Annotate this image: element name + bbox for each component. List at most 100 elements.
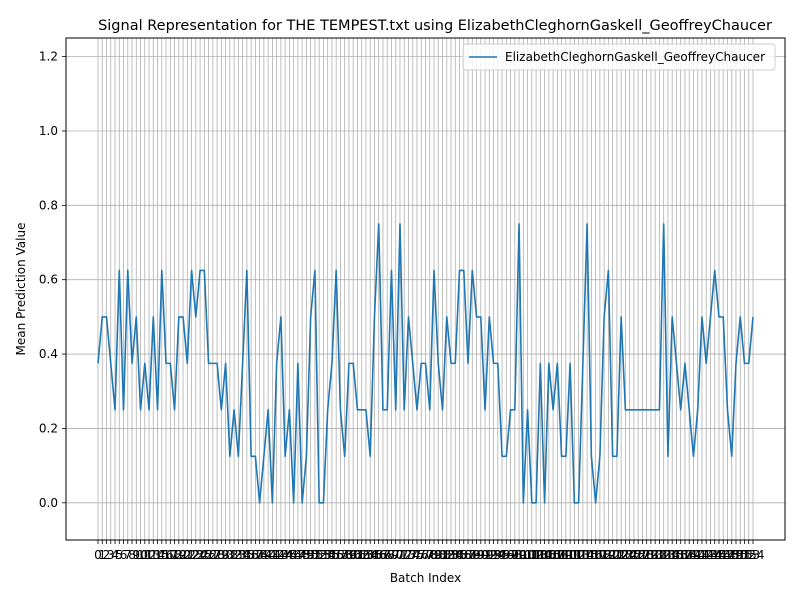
x-tick-label: 130	[639, 548, 662, 562]
x-tick-label: 96	[499, 548, 514, 562]
x-tick-label: 113	[567, 548, 590, 562]
x-tick-label: 114	[571, 548, 594, 562]
x-tick-label: 34	[235, 548, 250, 562]
x-tick-label: 28	[209, 548, 224, 562]
x-tick-label: 65	[367, 548, 382, 562]
x-tick-label: 41	[265, 548, 280, 562]
x-tick-label: 43	[273, 548, 288, 562]
x-tick-label: 134	[656, 548, 679, 562]
x-tick-label: 153	[737, 548, 760, 562]
x-tick-label: 53	[316, 548, 331, 562]
x-tick-label: 125	[618, 548, 641, 562]
legend: ElizabethCleghornGaskell_GeoffreyChaucer	[462, 43, 776, 71]
x-tick-label: 52	[312, 548, 327, 562]
x-tick-label: 147	[712, 548, 735, 562]
x-tick-label: 110	[554, 548, 577, 562]
x-tick-label: 17	[163, 548, 178, 562]
x-tick-label: 131	[644, 548, 667, 562]
x-tick-label: 35	[239, 548, 254, 562]
x-tick-label: 86	[456, 548, 471, 562]
series-layer	[97, 223, 754, 504]
x-tick-label: 92	[482, 548, 497, 562]
x-tick-label: 8	[128, 548, 136, 562]
x-tick-label: 54	[320, 548, 335, 562]
x-tick-label: 106	[537, 548, 560, 562]
x-tick-label: 22	[184, 548, 199, 562]
x-tick-label: 71	[392, 548, 407, 562]
x-tick-label: 100	[512, 548, 535, 562]
y-tick-label: 0.0	[39, 496, 58, 510]
x-tick-label: 144	[699, 548, 722, 562]
x-tick-label: 30	[218, 548, 233, 562]
x-tick-label: 67	[375, 548, 390, 562]
x-tick-label: 118	[588, 548, 611, 562]
x-tick-label: 101	[516, 548, 539, 562]
x-tick-label: 15	[154, 548, 169, 562]
chart-title: Signal Representation for THE TEMPEST.tx…	[98, 18, 772, 34]
x-tick-label: 93	[486, 548, 501, 562]
x-tick-label: 112	[563, 548, 586, 562]
x-tick-label: 81	[435, 548, 450, 562]
x-tick-label: 121	[601, 548, 624, 562]
x-tick-label: 7	[124, 548, 132, 562]
x-tick-label: 85	[452, 548, 467, 562]
x-tick-label: 150	[725, 548, 748, 562]
x-tick-label: 140	[682, 548, 705, 562]
x-tick-label: 48	[295, 548, 310, 562]
x-tick-label: 31	[222, 548, 237, 562]
x-tick-label: 23	[188, 548, 203, 562]
x-tick-label: 2	[103, 548, 111, 562]
x-tick-label: 47	[290, 548, 305, 562]
x-tick-label: 132	[648, 548, 671, 562]
x-tick-label: 45	[282, 548, 297, 562]
x-tick-label: 79	[426, 548, 441, 562]
x-tick-label: 56	[329, 548, 344, 562]
x-tick-label: 116	[580, 548, 603, 562]
x-tick-label: 27	[205, 548, 220, 562]
x-tick-label: 151	[729, 548, 752, 562]
x-tick-label: 95	[494, 548, 509, 562]
x-tick-label: 143	[695, 548, 718, 562]
x-tick-label: 149	[720, 548, 743, 562]
x-tick-label: 137	[669, 548, 692, 562]
x-tick-label: 19	[171, 548, 186, 562]
x-tick-label: 146	[708, 548, 731, 562]
x-tick-label: 59	[341, 548, 356, 562]
x-tick-label: 127	[627, 548, 650, 562]
x-tick-label: 39	[256, 548, 271, 562]
x-tick-label: 145	[703, 548, 726, 562]
legend-box	[462, 43, 776, 71]
x-tick-label: 138	[673, 548, 696, 562]
y-axis-label: Mean Prediction Value	[14, 223, 28, 356]
x-tick-label: 24	[192, 548, 207, 562]
y-tick-label: 0.4	[39, 347, 58, 361]
x-tick-label: 38	[252, 548, 267, 562]
x-tick-label: 21	[180, 548, 195, 562]
x-tick-label: 80	[431, 548, 446, 562]
x-tick-label: 108	[546, 548, 569, 562]
x-tick-label: 32	[226, 548, 241, 562]
x-tick-label: 37	[248, 548, 263, 562]
x-tick-label: 104	[529, 548, 552, 562]
x-tick-label: 58	[337, 548, 352, 562]
y-tick-label: 0.8	[39, 198, 58, 212]
x-tick-label: 33	[231, 548, 246, 562]
x-tick-label: 75	[409, 548, 424, 562]
x-axis: 0123456789101112131415161718192021222324…	[94, 540, 764, 562]
x-tick-label: 111	[559, 548, 582, 562]
x-tick-label: 77	[418, 548, 433, 562]
x-tick-label: 57	[333, 548, 348, 562]
x-tick-label: 44	[278, 548, 293, 562]
x-tick-label: 70	[388, 548, 403, 562]
x-tick-label: 76	[414, 548, 429, 562]
y-tick-label: 1.0	[39, 124, 58, 138]
x-tick-label: 36	[243, 548, 258, 562]
x-tick-label: 14	[150, 548, 165, 562]
x-tick-label: 4	[111, 548, 119, 562]
x-tick-label: 83	[443, 548, 458, 562]
x-tick-label: 124	[614, 548, 637, 562]
x-axis-label: Batch Index	[390, 571, 461, 585]
x-tick-label: 20	[175, 548, 190, 562]
x-tick-label: 122	[605, 548, 628, 562]
